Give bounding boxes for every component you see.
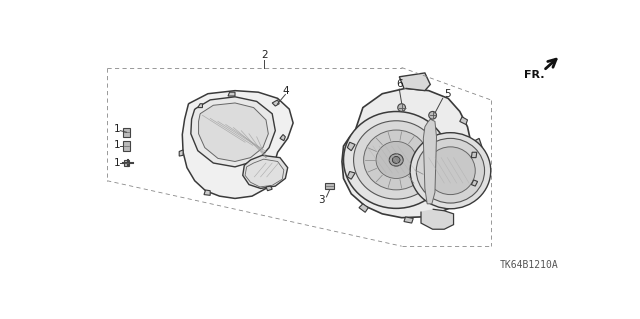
Circle shape: [397, 104, 406, 111]
Ellipse shape: [389, 154, 403, 166]
PathPatch shape: [204, 190, 210, 195]
Text: 2: 2: [261, 50, 268, 60]
PathPatch shape: [399, 73, 430, 91]
PathPatch shape: [467, 138, 483, 163]
Ellipse shape: [392, 157, 400, 163]
Text: 1: 1: [114, 158, 120, 168]
PathPatch shape: [460, 117, 467, 124]
PathPatch shape: [182, 91, 293, 198]
Ellipse shape: [417, 138, 484, 203]
FancyBboxPatch shape: [325, 183, 334, 189]
PathPatch shape: [198, 103, 268, 161]
Text: 1: 1: [114, 124, 120, 134]
PathPatch shape: [472, 180, 477, 186]
PathPatch shape: [228, 92, 235, 96]
PathPatch shape: [280, 135, 285, 141]
PathPatch shape: [198, 104, 202, 108]
Text: 1: 1: [114, 139, 120, 150]
PathPatch shape: [348, 142, 355, 151]
PathPatch shape: [404, 217, 413, 223]
PathPatch shape: [179, 150, 183, 156]
Text: FR.: FR.: [524, 70, 545, 80]
PathPatch shape: [348, 172, 355, 179]
PathPatch shape: [423, 119, 436, 204]
Text: 5: 5: [444, 89, 451, 99]
PathPatch shape: [243, 155, 288, 189]
Ellipse shape: [410, 133, 491, 209]
Text: 4: 4: [282, 85, 289, 96]
PathPatch shape: [272, 100, 279, 106]
FancyBboxPatch shape: [123, 128, 130, 137]
PathPatch shape: [435, 213, 440, 219]
Ellipse shape: [364, 130, 429, 190]
Ellipse shape: [344, 112, 449, 208]
Circle shape: [429, 111, 436, 119]
Ellipse shape: [353, 121, 439, 199]
FancyBboxPatch shape: [123, 141, 130, 151]
Text: 3: 3: [319, 195, 325, 205]
Text: 6: 6: [396, 79, 403, 90]
PathPatch shape: [359, 204, 368, 212]
PathPatch shape: [266, 186, 272, 191]
Ellipse shape: [376, 141, 417, 178]
Text: TK64B1210A: TK64B1210A: [500, 260, 559, 271]
PathPatch shape: [191, 97, 275, 167]
Ellipse shape: [426, 147, 476, 195]
FancyBboxPatch shape: [124, 160, 129, 167]
PathPatch shape: [421, 209, 454, 229]
PathPatch shape: [342, 88, 476, 218]
PathPatch shape: [472, 152, 477, 158]
